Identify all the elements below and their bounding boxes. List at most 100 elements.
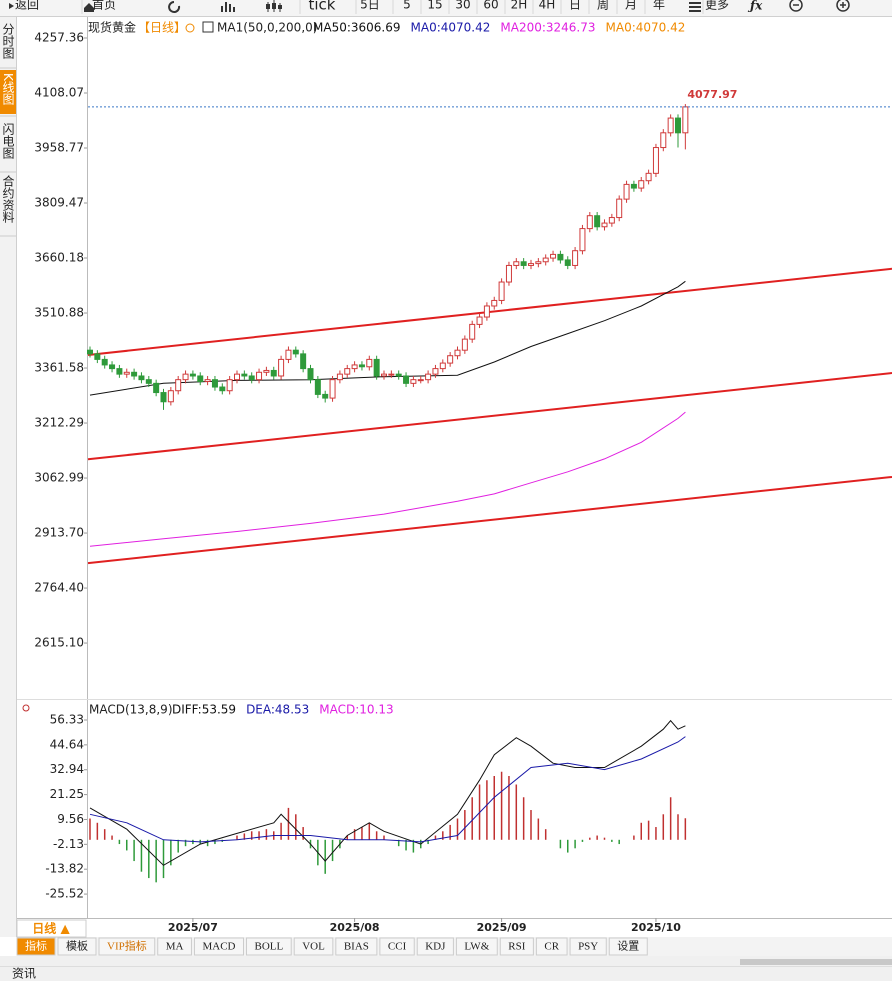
y-tick-label: -13.82 [45,862,84,876]
y-tick-label: 3212.29 [34,416,84,430]
zoom-in-icon[interactable] [836,0,850,12]
candle-body [373,358,380,377]
y-tick-label: 32.94 [50,762,84,776]
toolbar-button[interactable]: 4H [539,0,556,12]
sidebar-tab[interactable]: K线图 [1,73,15,105]
indicator-tab-box [535,937,568,956]
candle-body [469,323,476,340]
toolbar-button[interactable]: 5日 [360,0,380,12]
indicator-tab[interactable]: PSY [578,941,598,953]
indicator-tab[interactable]: LW& [464,941,489,953]
candle-body [616,198,623,219]
toolbar-button[interactable]: 月 [625,0,637,12]
indicator-tab-box [293,937,334,956]
refresh-icon[interactable] [168,1,181,13]
legend-entry: DIFF:53.59 [172,703,236,717]
sidebar-tab[interactable]: 分时图 [1,23,15,59]
trend-line [87,372,892,461]
y-tick-label: 21.25 [50,787,84,801]
indicator-tab[interactable]: MA [166,941,184,953]
bars-icon[interactable] [221,2,235,12]
toolbar-button[interactable]: 更多 [705,0,729,12]
indicator-tab-box [245,937,292,956]
toolbar-button[interactable]: 60 [483,0,498,12]
toolbar-button[interactable]: 首页 [92,0,116,12]
toolbar-button[interactable]: 15 [427,0,442,12]
indicator-tab[interactable]: MACD [202,941,235,953]
legend-entry: MA50:3606.69 [313,21,401,35]
toolbar-button[interactable]: 日 [569,0,581,12]
candle-body [204,379,211,383]
indicator-tab[interactable]: RSI [508,941,525,953]
candle-body [211,379,218,388]
indicator-tab[interactable]: CCI [388,941,407,953]
candle-body [520,261,527,266]
candle-body [123,371,130,375]
indicator-tab[interactable]: 模板 [66,939,88,953]
indicator-tab[interactable]: CR [544,941,559,953]
toolbar-button[interactable]: 返回 [15,0,39,12]
indicator-tab[interactable]: VIP指标 [107,939,147,953]
candle-body [189,373,196,377]
footer-tab[interactable]: 资讯 [12,967,36,981]
sidebar-tab[interactable]: 闪电图 [1,123,15,159]
indicator-tab[interactable]: BIAS [344,941,369,953]
x-tick-label: 2025/07 [168,921,218,934]
candle-body [256,371,263,381]
y-tick-label: 2913.70 [34,526,84,540]
candle-body [403,375,410,384]
legend-entry: MACD:10.13 [319,703,393,717]
period-tab-label[interactable]: 日线 ▲ [32,921,70,936]
indicator-tab[interactable]: VOL [302,941,325,953]
back-icon[interactable] [9,3,14,9]
candle-body [366,358,373,368]
indicator-tab[interactable]: 设置 [617,940,639,953]
indicator-line [89,719,686,866]
indicator-line [89,280,686,396]
toolbar-button[interactable]: 年 [653,0,665,12]
period-label: 【日线】 [138,21,186,35]
toolbar-button[interactable]: 周 [597,0,609,12]
toolbar-button[interactable]: tick [309,0,336,14]
zoom-out-icon[interactable] [789,0,803,12]
scrollbar[interactable] [740,959,892,965]
y-tick-label: 4257.36 [34,30,84,44]
candle-body [535,261,542,265]
indicator-tab[interactable]: 指标 [25,939,47,953]
add-indicator-icon[interactable] [185,23,195,33]
toolbar-button[interactable]: 2H [511,0,528,12]
candle-body [461,338,468,351]
candle-body [241,373,248,377]
sidebar-tab[interactable]: 合约资料 [1,174,15,223]
candle-body [557,253,564,261]
candle-body [167,390,174,403]
candle-body [447,355,454,364]
period-tab[interactable] [16,919,87,938]
candle-body [94,353,101,360]
candle-body [351,364,358,370]
candle-body [579,228,586,252]
y-tick-label: -2.13 [53,837,84,851]
candle-body [513,261,520,266]
candle-body [682,106,689,134]
more-icon[interactable] [689,2,701,12]
y-tick-label: 3062.99 [34,471,84,485]
indicator-tab[interactable]: BOLL [254,941,283,953]
indicator-tab[interactable]: KDJ [425,941,446,953]
candle-body [638,180,645,189]
home-icon[interactable] [84,3,94,12]
indicator-tab-box [16,937,56,956]
macd-settings-icon[interactable] [22,704,30,712]
indicator-tab-box [157,937,192,956]
candle-body [358,364,365,368]
trend-line [87,267,892,356]
y-tick-label: 3510.88 [34,306,84,320]
candle-body [87,349,93,355]
indicator-checkbox[interactable] [202,21,214,33]
fx-icon[interactable]: ƒx [747,0,763,13]
toolbar-button[interactable]: 5 [403,0,411,12]
x-tick-label: 2025/09 [477,921,527,934]
zoom-in-plus [840,2,846,8]
toolbar-button[interactable]: 30 [455,0,470,12]
indicator-tab-box [379,937,415,956]
